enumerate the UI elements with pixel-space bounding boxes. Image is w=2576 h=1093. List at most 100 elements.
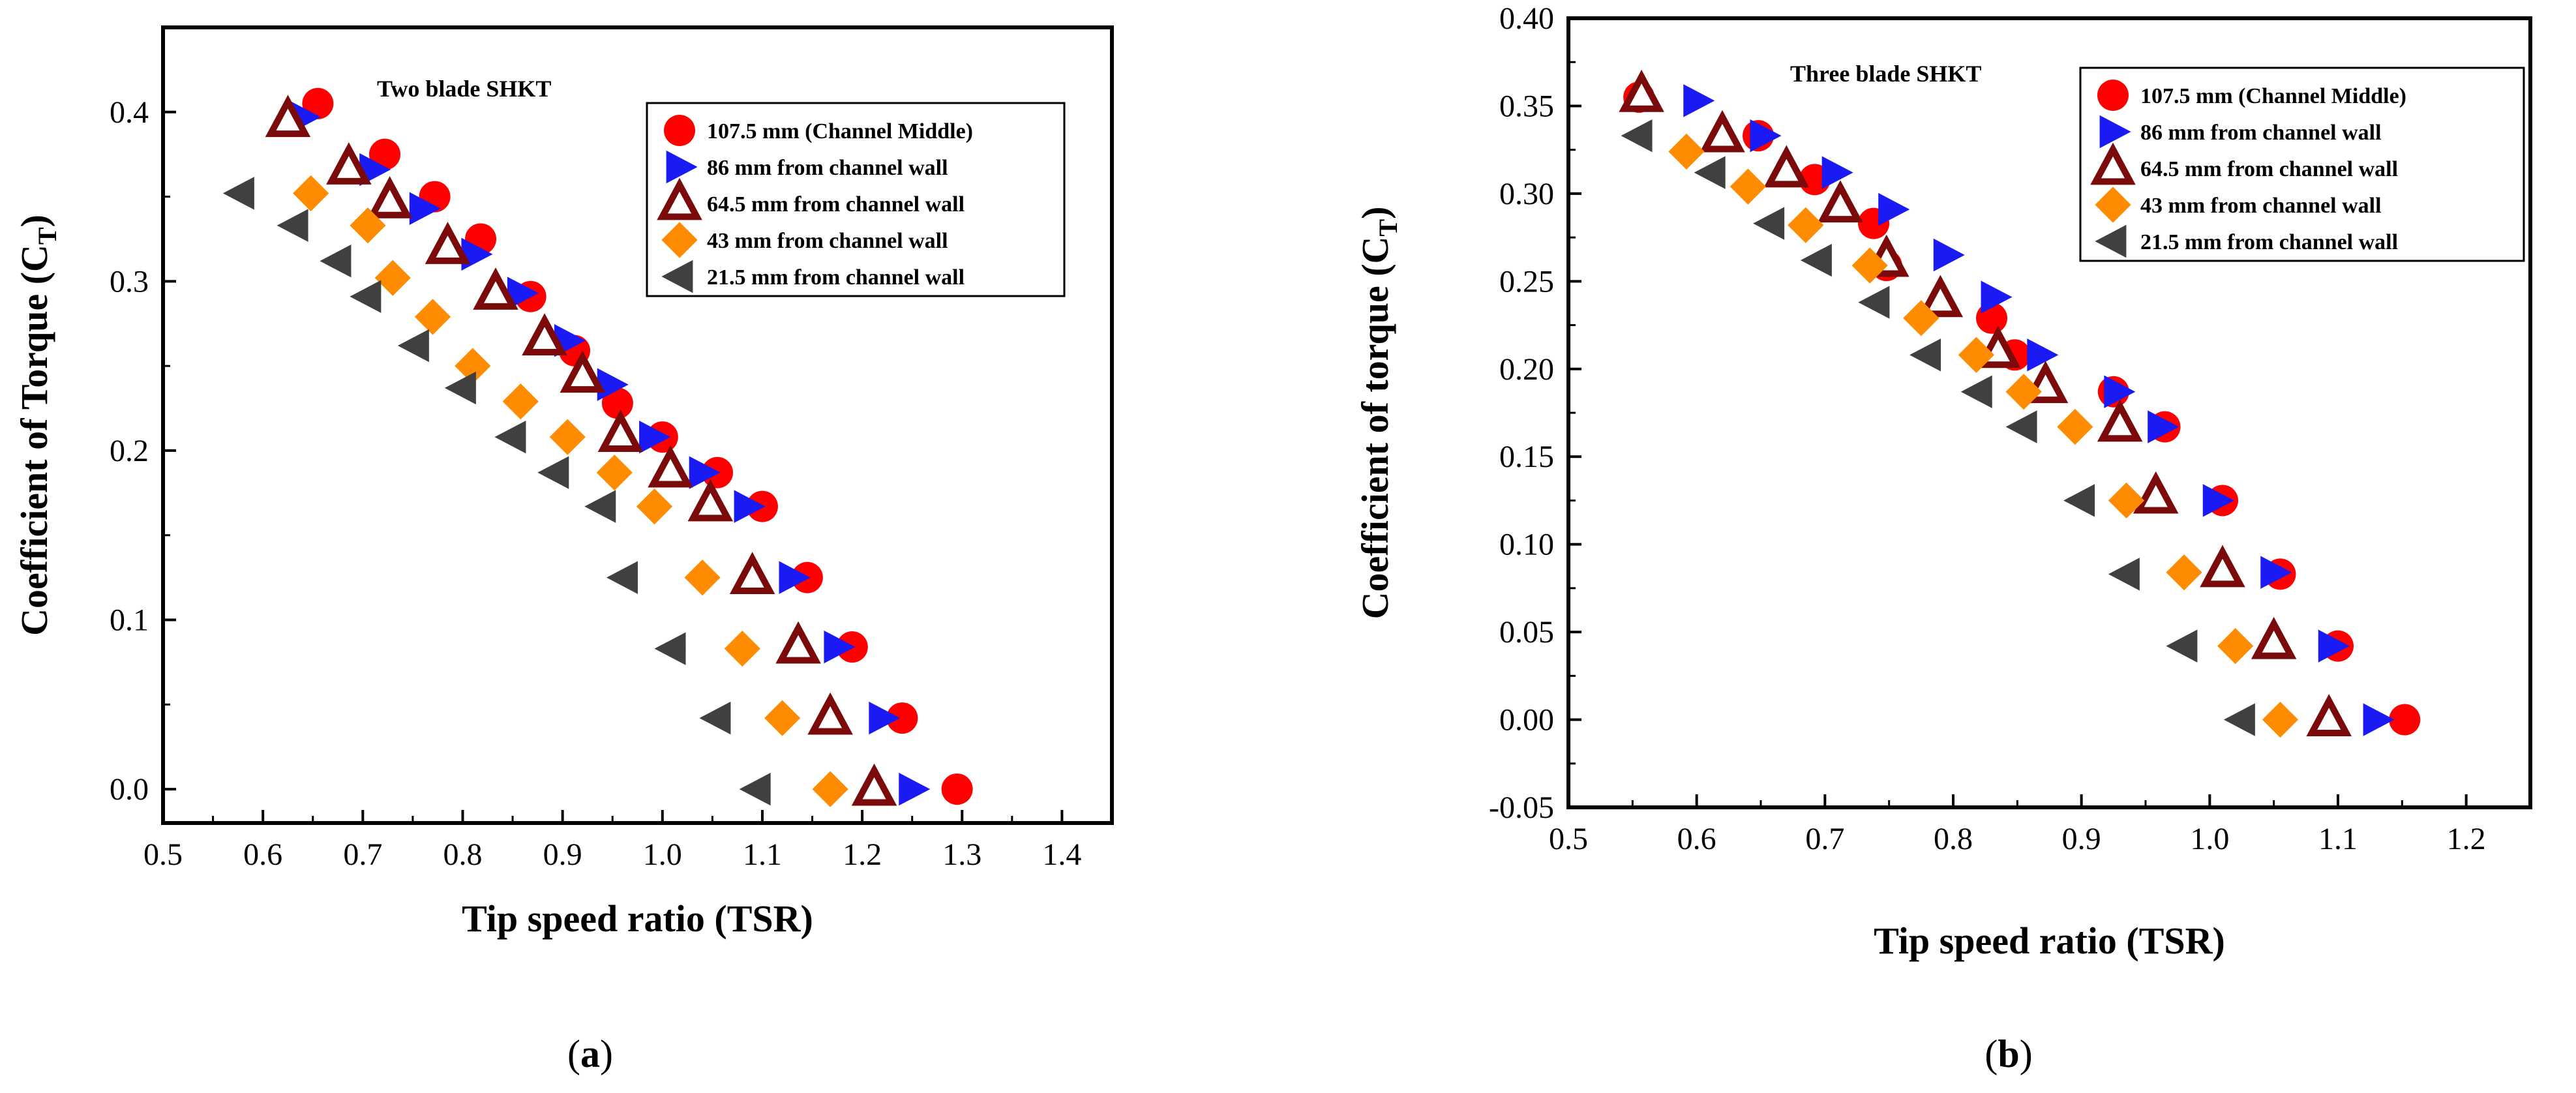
- data-point: [724, 631, 760, 667]
- y-tick-label: 0.4: [110, 95, 149, 130]
- x-tick-label: 0.5: [1549, 822, 1588, 856]
- series-4: [293, 175, 848, 807]
- data-point: [739, 772, 771, 806]
- data-point: [265, 95, 311, 138]
- data-point: [807, 692, 853, 735]
- data-point: [2217, 628, 2254, 665]
- y-axis-title-subscript: T: [33, 227, 62, 245]
- data-point: [1903, 300, 1939, 337]
- legend-marker: [2097, 80, 2129, 111]
- y-tick-label: 0.25: [1499, 264, 1554, 299]
- data-point: [522, 313, 567, 356]
- data-point: [636, 488, 673, 525]
- series-1: [302, 87, 973, 805]
- inner-title: Three blade SHKT: [1790, 61, 1981, 87]
- data-point: [941, 773, 973, 805]
- y-tick-label: 0.40: [1499, 1, 1554, 36]
- data-point: [473, 267, 518, 310]
- data-point: [537, 456, 569, 489]
- y-axis-title: Coefficient of Torque (CT): [13, 215, 62, 636]
- chart-panel-b: 0.5 0.6 0.7 0.8 0.9 1.0 1.1 1.2 -0.05 0.00 0.05 0.1…: [1354, 1, 2532, 1075]
- legend: 107.5 mm (Channel Middle) 86 mm from chan…: [2079, 67, 2525, 262]
- data-point: [549, 419, 586, 455]
- series-5: [1621, 119, 2255, 736]
- x-tick-label: 1.4: [1042, 837, 1081, 872]
- data-point: [455, 348, 491, 384]
- data-point: [2133, 471, 2179, 514]
- series-2: [1683, 84, 2395, 736]
- data-point: [775, 621, 821, 664]
- data-point: [2166, 554, 2202, 591]
- data-point: [1917, 275, 1964, 318]
- legend-marker: [2095, 187, 2131, 223]
- data-point: [502, 383, 539, 420]
- data-point: [824, 630, 856, 664]
- data-point: [1960, 375, 1992, 408]
- data-point: [425, 222, 471, 264]
- data-point: [326, 142, 372, 185]
- data-point: [397, 329, 429, 363]
- x-tick-label: 1.3: [942, 837, 981, 872]
- series-3: [1619, 69, 2352, 736]
- x-tick-label: 0.8: [1934, 822, 1973, 856]
- y-tick-label: 0.00: [1499, 703, 1554, 738]
- y-tick-label: 0.1: [110, 603, 149, 638]
- data-point: [1694, 156, 1726, 189]
- data-point: [2108, 482, 2145, 519]
- data-point: [779, 561, 811, 594]
- x-axis-title: Tip speed ratio (TSR): [462, 897, 813, 940]
- data-point: [2057, 408, 2093, 445]
- data-point: [1730, 168, 1766, 205]
- data-point: [851, 763, 897, 806]
- data-point: [729, 552, 775, 595]
- data-point: [1683, 84, 1715, 117]
- data-point: [1619, 69, 1664, 112]
- data-point: [1621, 119, 1653, 153]
- data-point: [350, 207, 386, 244]
- data-point: [597, 368, 629, 401]
- data-point: [584, 490, 616, 523]
- data-point: [2148, 410, 2179, 443]
- data-point: [699, 701, 731, 735]
- y-tick-label: 0.20: [1499, 352, 1554, 387]
- caption-open: (: [1984, 1032, 1998, 1075]
- y-tick-label: -0.05: [1489, 790, 1554, 825]
- data-point: [689, 456, 721, 489]
- y-tick-label: 0.3: [110, 264, 149, 299]
- legend: 107.5 mm (Channel Middle) 86 mm from chan…: [646, 102, 1066, 297]
- data-point: [2005, 374, 2042, 410]
- chart-panel-a: 0.5 0.6 0.7 0.8 0.9 1.0 1.1 1.2 1.3 1.4 0.0 0.1 0.2 0…: [13, 25, 1114, 1075]
- y-axis-title-main: Coefficient of torque (C: [1354, 237, 1396, 620]
- x-tick-label: 1.2: [2447, 822, 2486, 856]
- data-point: [1818, 180, 1863, 223]
- legend-marker: [664, 115, 695, 146]
- data-point: [734, 490, 766, 523]
- data-point: [2063, 484, 2095, 517]
- data-point: [2104, 375, 2136, 408]
- data-point: [560, 350, 606, 393]
- data-point: [1858, 286, 1890, 319]
- legend-label: 43 mm from channel wall: [2140, 194, 2382, 218]
- x-tick-label: 0.9: [2062, 822, 2101, 856]
- legend-marker: [661, 222, 698, 258]
- data-point: [2260, 556, 2292, 589]
- data-point: [293, 175, 329, 211]
- caption-close: ): [600, 1032, 613, 1075]
- x-tick-label: 0.8: [443, 837, 482, 872]
- data-point: [1821, 156, 1853, 189]
- series-3: [265, 95, 897, 806]
- x-tick-label: 0.7: [1805, 822, 1844, 856]
- data-point: [2202, 484, 2234, 517]
- data-point: [2200, 545, 2245, 588]
- data-point: [302, 87, 334, 119]
- caption-close: ): [2020, 1032, 2033, 1075]
- y-tick-label: 0.0: [110, 772, 149, 807]
- series-4: [1668, 133, 2299, 738]
- y-tick-label: 0.2: [110, 434, 149, 468]
- data-point: [1800, 243, 1832, 277]
- data-point: [2363, 703, 2395, 736]
- legend-label: 21.5 mm from channel wall: [707, 265, 965, 290]
- legend-label: 64.5 mm from channel wall: [2140, 157, 2398, 181]
- data-point: [374, 260, 411, 296]
